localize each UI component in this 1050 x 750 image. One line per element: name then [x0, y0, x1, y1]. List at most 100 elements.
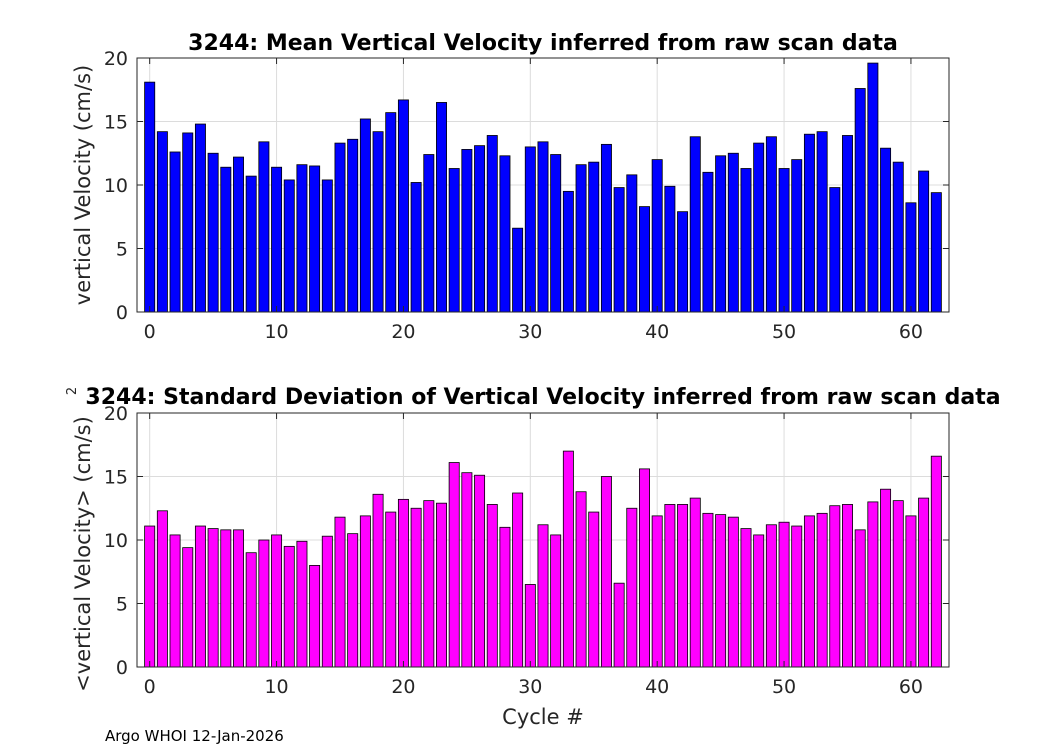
std-velocity-bar: [651, 515, 663, 668]
mean-velocity-bar: [753, 142, 765, 313]
mean-velocity-bar: [600, 143, 612, 313]
mean-velocity-bar: [423, 154, 435, 313]
std-velocity-bar: [296, 540, 308, 668]
std-velocity-bar: [359, 515, 371, 668]
std-velocity-xtick-label: 50: [772, 676, 796, 698]
mean-velocity-bar: [512, 227, 524, 313]
std-velocity-bar: [410, 507, 422, 668]
mean-velocity-bar: [880, 147, 892, 313]
mean-velocity-bar: [385, 112, 397, 313]
mean-velocity-ylabel: vertical Velocity (cm/s): [71, 65, 95, 305]
mean-velocity-bar: [283, 179, 295, 313]
std-velocity-bar: [626, 507, 638, 668]
std-velocity-bar: [385, 511, 397, 668]
std-velocity-bar: [194, 525, 206, 668]
std-velocity-bar: [803, 515, 815, 668]
std-velocity-xlabel: Cycle #: [502, 705, 584, 729]
std-velocity-bar: [905, 515, 917, 668]
std-velocity-bar: [918, 497, 930, 668]
std-velocity-bar: [436, 502, 447, 668]
std-velocity-bar: [397, 498, 409, 668]
mean-velocity-xtick-label: 0: [144, 321, 156, 343]
mean-velocity-bar: [829, 187, 841, 313]
mean-velocity-bar: [575, 164, 587, 313]
mean-velocity-bar: [144, 81, 156, 313]
mean-velocity-bar: [296, 164, 308, 313]
std-velocity-bar: [753, 534, 765, 668]
mean-velocity-bar: [715, 155, 727, 313]
mean-velocity-bar: [182, 132, 194, 313]
std-velocity-xtick-label: 20: [391, 676, 415, 698]
mean-velocity-ytick-label: 15: [104, 112, 128, 134]
mean-velocity-bar: [562, 190, 574, 313]
mean-velocity-xtick-label: 30: [518, 321, 542, 343]
mean-velocity-bar: [309, 165, 321, 313]
mean-velocity-ytick-label: 0: [116, 302, 128, 324]
mean-velocity-bar: [486, 135, 498, 313]
mean-velocity-bar: [474, 145, 486, 313]
std-velocity-bar: [347, 533, 359, 668]
mean-velocity-bar: [436, 102, 447, 313]
std-velocity-ylabel: <vertical Velocity> (cm/s): [71, 416, 95, 692]
std-velocity-bar: [512, 492, 524, 668]
std-velocity-bar: [423, 500, 435, 668]
std-velocity-bar: [220, 529, 232, 668]
mean-velocity-bar: [233, 156, 244, 313]
std-velocity-bar: [334, 516, 346, 668]
mean-velocity-xtick-label: 10: [264, 321, 288, 343]
std-velocity-bar: [499, 526, 511, 668]
std-velocity-title: 3244: Standard Deviation of Vertical Vel…: [85, 385, 1000, 410]
mean-velocity-bar: [892, 161, 904, 313]
mean-velocity-bar: [499, 155, 511, 313]
std-velocity-bar: [550, 534, 562, 668]
std-velocity-bar: [233, 529, 244, 668]
mean-velocity-bar: [245, 175, 257, 313]
std-velocity-bar: [715, 514, 727, 668]
std-velocity-bar: [537, 524, 549, 668]
mean-velocity-bar: [524, 146, 536, 313]
std-velocity-bar: [740, 528, 752, 668]
mean-velocity-bar: [359, 118, 371, 313]
mean-velocity-bar: [448, 168, 460, 313]
mean-velocity-ytick-label: 20: [104, 48, 128, 70]
std-velocity-xtick-label: 0: [144, 676, 156, 698]
mean-velocity-bar: [588, 161, 600, 313]
std-velocity-bar: [778, 521, 790, 668]
std-velocity-bar: [448, 462, 460, 668]
mean-velocity-bar: [664, 185, 676, 313]
mean-velocity-bar: [854, 88, 866, 313]
mean-velocity-bar: [347, 138, 359, 313]
mean-velocity-bar: [740, 168, 752, 313]
std-velocity-bar: [892, 500, 904, 668]
mean-velocity-bar: [156, 131, 168, 313]
mean-velocity-bar: [271, 166, 283, 313]
std-velocity-xtick-label: 30: [518, 676, 542, 698]
mean-velocity-bar: [169, 151, 181, 313]
mean-velocity-bar: [765, 136, 777, 313]
mean-velocity-bar: [803, 133, 815, 313]
mean-velocity-xtick-label: 60: [899, 321, 923, 343]
std-velocity-bar: [677, 504, 689, 668]
std-velocity-bar: [702, 512, 714, 668]
std-velocity-ytick-label: 5: [116, 594, 128, 616]
std-velocity-bar: [283, 545, 295, 668]
mean-velocity-xtick-label: 20: [391, 321, 415, 343]
std-velocity-bar: [600, 476, 612, 668]
mean-velocity-bar: [537, 141, 549, 313]
std-velocity-bar: [309, 565, 321, 668]
mean-velocity-bar: [220, 166, 232, 313]
std-velocity-bar: [258, 539, 270, 668]
std-velocity-ytick-label: 15: [104, 467, 128, 489]
std-velocity-bar: [474, 474, 486, 668]
std-velocity-ytick-label: 20: [104, 403, 128, 425]
mean-velocity-bar: [689, 136, 701, 313]
mean-velocity-bar: [816, 131, 828, 313]
mean-velocity-bar: [930, 192, 942, 313]
mean-velocity-bar: [778, 168, 790, 313]
mean-velocity-bar: [791, 159, 803, 313]
std-velocity-bar: [372, 493, 384, 668]
std-velocity-bar: [156, 510, 168, 668]
std-velocity-xtick-label: 10: [264, 676, 288, 698]
std-velocity-bar: [588, 511, 600, 668]
